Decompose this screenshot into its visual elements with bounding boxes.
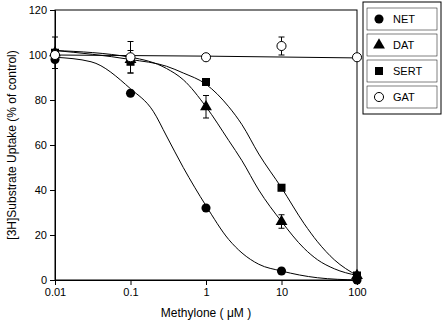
legend-marker <box>373 38 385 48</box>
data-point <box>50 50 59 59</box>
y-tick: 0 <box>41 274 55 286</box>
y-tick-label: 20 <box>35 229 47 241</box>
y-axis: 0 20 40 60 80 100 120 <box>29 4 56 286</box>
x-tick-mark <box>282 280 283 285</box>
y-tick-mark <box>50 10 55 11</box>
data-point <box>126 53 135 62</box>
legend: NET DAT SERT GAT <box>363 2 441 114</box>
x-tick-mark <box>206 280 207 285</box>
y-tick-mark <box>50 100 55 101</box>
data-point <box>126 89 135 98</box>
legend-label: NET <box>393 13 415 25</box>
y-tick: 40 <box>35 184 55 196</box>
data-point <box>277 266 286 275</box>
data-point <box>351 269 363 279</box>
data-point <box>353 271 361 279</box>
data-point <box>200 100 212 110</box>
legend-marker <box>375 67 383 75</box>
y-tick-mark <box>50 280 55 281</box>
y-tick-label: 100 <box>29 49 47 61</box>
error-bar-cap <box>52 37 58 38</box>
y-tick-label: 60 <box>35 139 47 151</box>
data-point <box>202 78 210 86</box>
error-bar-cap <box>203 118 209 119</box>
chart: 0.01 0.1 1 10 100 0 20 40 60 80 100 120 Methylone ( … <box>0 0 444 329</box>
x-tick-label: 1 <box>203 286 209 298</box>
x-tick: 0.01 <box>45 280 66 298</box>
x-tick-mark <box>131 280 132 285</box>
x-tick-label: 0.1 <box>123 286 138 298</box>
data-point <box>201 203 210 212</box>
legend-entry-box <box>367 86 437 108</box>
y-axis-title: [3H]Substrate Uptake (% of control) <box>5 50 19 239</box>
y-tick: 60 <box>35 139 55 151</box>
legend-marker <box>374 92 383 101</box>
y-tick-mark <box>50 145 55 146</box>
fit-curve <box>55 57 357 280</box>
x-tick-label: 100 <box>348 286 366 298</box>
y-tick: 80 <box>35 94 55 106</box>
series-1 <box>49 46 363 279</box>
fit-curve <box>55 51 357 276</box>
legend-label: GAT <box>393 91 415 103</box>
y-tick-label: 120 <box>29 4 47 16</box>
marks <box>49 37 363 285</box>
y-tick: 20 <box>35 229 55 241</box>
y-tick-mark <box>50 190 55 191</box>
error-bar-cap <box>128 73 134 74</box>
plot-frame <box>55 10 357 280</box>
x-tick: 0.1 <box>123 280 138 298</box>
series-3 <box>50 37 361 73</box>
y-tick-mark <box>50 235 55 236</box>
legend-marker <box>374 14 383 23</box>
x-axis-line <box>56 281 358 286</box>
error-bar-cap <box>279 228 285 229</box>
legend-box <box>363 2 441 114</box>
legend-entry-box <box>367 8 437 30</box>
y-tick: 120 <box>29 4 55 16</box>
error-bar-cap <box>279 55 285 56</box>
error-bar-cap <box>128 41 134 42</box>
data-point <box>277 41 286 50</box>
data-point <box>201 53 210 62</box>
y-tick-label: 40 <box>35 184 47 196</box>
data-point <box>352 53 361 62</box>
x-tick: 1 <box>203 280 209 298</box>
fit-curve <box>55 51 357 276</box>
data-point <box>276 215 288 225</box>
data-point <box>125 53 137 63</box>
error-bar-cap <box>279 37 285 38</box>
plot-area: 0.01 0.1 1 10 100 0 20 40 60 80 100 120 <box>29 4 367 298</box>
legend-entry-box <box>367 34 437 56</box>
series-2 <box>51 37 361 280</box>
series-0 <box>50 55 361 285</box>
legend-label: SERT <box>393 65 422 77</box>
error-bar-cap <box>128 73 134 74</box>
y-tick-label: 0 <box>41 274 47 286</box>
data-point <box>277 184 285 192</box>
legend-label: DAT <box>393 39 414 51</box>
x-tick-label: 10 <box>276 286 288 298</box>
x-axis: 0.01 0.1 1 10 100 <box>45 280 367 298</box>
error-bar-cap <box>203 95 209 96</box>
x-tick: 10 <box>276 280 288 298</box>
x-axis-title: Methylone ( μM ) <box>161 306 251 320</box>
y-tick-label: 80 <box>35 94 47 106</box>
error-bar-cap <box>52 68 58 69</box>
legend-entry-box <box>367 60 437 82</box>
x-tick-label: 0.01 <box>45 286 66 298</box>
